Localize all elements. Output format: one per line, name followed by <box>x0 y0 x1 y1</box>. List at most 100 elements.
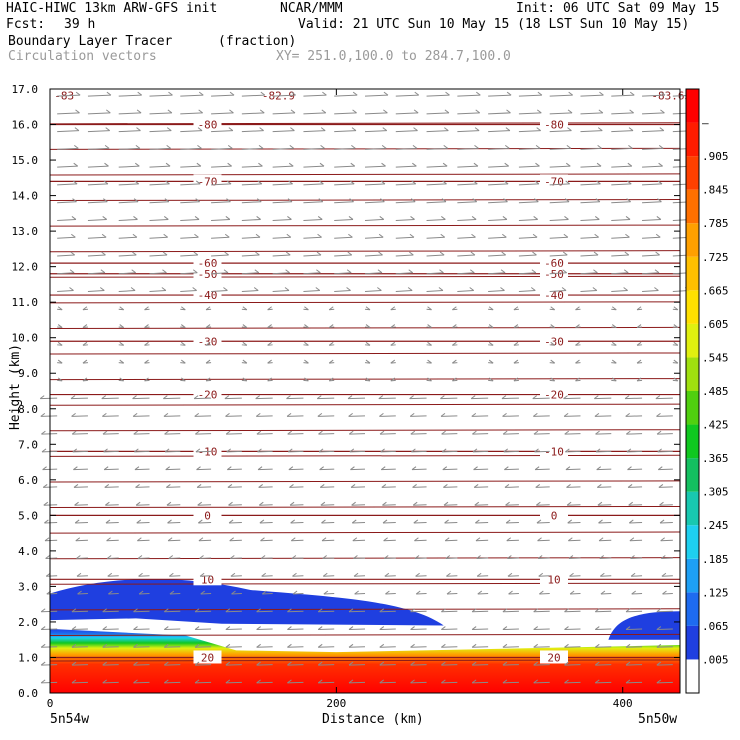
circulation-vector <box>426 147 448 150</box>
vector-arrowhead <box>536 127 541 132</box>
vector-arrowhead <box>228 501 233 506</box>
vector-arrowhead <box>44 537 50 542</box>
vector-arrowhead <box>304 359 309 364</box>
vector-arrowhead <box>564 608 569 613</box>
x-tick-label: 200 <box>326 697 346 710</box>
circulation-vector <box>195 646 212 648</box>
circulation-vector <box>71 664 88 666</box>
vector-arrowhead <box>390 359 396 364</box>
vector-arrowhead <box>75 109 80 114</box>
vector-arrowhead <box>316 269 321 274</box>
circulation-vector <box>441 681 458 684</box>
vector-arrowhead <box>636 306 642 311</box>
vector-arrowhead <box>442 180 447 185</box>
vector-arrowhead <box>532 251 537 256</box>
circulation-vector <box>118 218 138 221</box>
circulation-vector <box>535 486 550 488</box>
vector-arrowhead <box>513 324 519 328</box>
circulation-vector <box>518 183 539 186</box>
circulation-vector <box>549 218 569 221</box>
circulation-vector <box>241 94 265 97</box>
circulation-vector <box>169 593 181 595</box>
circulation-vector <box>599 539 612 542</box>
circulation-vector <box>320 504 335 506</box>
vector-arrowhead <box>323 590 329 595</box>
circulation-vector <box>611 201 631 204</box>
vector-arrowhead <box>600 572 605 577</box>
vector-arrowhead <box>348 679 354 684</box>
circulation-vector <box>642 218 661 221</box>
isotherm-line <box>49 301 681 304</box>
circulation-vector <box>258 468 273 471</box>
vector-arrowhead <box>76 572 82 577</box>
vector-arrowhead <box>550 306 556 311</box>
vector-arrowhead <box>439 251 445 256</box>
circulation-vector <box>657 450 673 453</box>
vector-arrowhead <box>317 643 323 648</box>
circulation-vector <box>87 218 107 221</box>
circulation-vector <box>165 468 181 471</box>
vector-arrowhead <box>658 162 663 167</box>
vector-arrowhead <box>475 109 481 114</box>
isotherm-line <box>49 198 681 202</box>
circulation-vector <box>71 610 88 613</box>
vector-arrowhead <box>258 144 264 149</box>
circulation-vector <box>303 130 326 133</box>
circulation-vector <box>533 681 550 684</box>
circulation-vector <box>563 397 581 400</box>
vector-arrowhead <box>599 91 604 96</box>
vector-arrowhead <box>383 555 389 559</box>
vector-arrowhead <box>350 466 355 471</box>
isotherm-line <box>49 480 681 483</box>
circulation-vector <box>549 165 571 168</box>
vector-arrowhead <box>229 537 235 542</box>
vector-arrowhead <box>565 162 571 167</box>
vector-arrowhead <box>164 198 170 203</box>
vector-arrowhead <box>471 216 477 220</box>
circulation-vector <box>132 397 150 400</box>
vector-arrowhead <box>101 395 107 400</box>
vector-arrowhead <box>348 643 354 648</box>
vector-arrowhead <box>476 555 481 559</box>
vector-arrowhead <box>40 679 46 684</box>
vector-arrowhead <box>656 643 662 648</box>
vector-arrowhead <box>346 269 352 274</box>
vector-arrowhead <box>443 501 449 506</box>
vector-arrowhead <box>82 324 88 328</box>
circulation-vector <box>384 575 396 577</box>
isotherm-label: 20 <box>201 651 214 664</box>
circulation-vector <box>321 521 335 524</box>
circulation-vector <box>611 254 629 257</box>
circulation-vector <box>656 610 673 613</box>
vector-arrowhead <box>596 466 602 471</box>
circulation-vector <box>566 486 581 488</box>
vector-arrowhead <box>102 679 108 684</box>
circulation-vector <box>426 201 446 204</box>
vector-arrowhead <box>410 608 415 613</box>
circulation-vector <box>102 664 119 666</box>
y-tick-label: 6.0 <box>18 474 38 487</box>
vector-arrowhead <box>199 555 204 559</box>
vector-arrowhead <box>57 359 63 364</box>
colorbar-label: .485 <box>702 385 729 398</box>
vector-arrowhead <box>533 608 539 613</box>
circulation-vector <box>600 575 612 577</box>
vector-arrowhead <box>380 466 386 471</box>
vector-arrowhead <box>550 377 556 382</box>
vector-arrowhead <box>655 251 660 256</box>
vector-arrowhead <box>256 661 261 666</box>
vector-arrowhead <box>165 466 171 471</box>
circulation-vector <box>549 183 570 186</box>
vector-arrowhead <box>384 572 390 577</box>
circulation-vector <box>303 218 323 221</box>
circulation-vector <box>472 646 489 648</box>
vector-arrowhead <box>290 537 296 542</box>
vector-arrowhead <box>352 109 357 114</box>
circulation-vector <box>567 521 581 524</box>
vector-arrowhead <box>256 430 262 435</box>
circulation-vector <box>457 183 478 186</box>
circulation-vector <box>149 147 171 150</box>
vector-arrowhead <box>72 448 78 453</box>
circulation-vector <box>472 628 489 631</box>
vector-arrowhead <box>534 180 540 185</box>
